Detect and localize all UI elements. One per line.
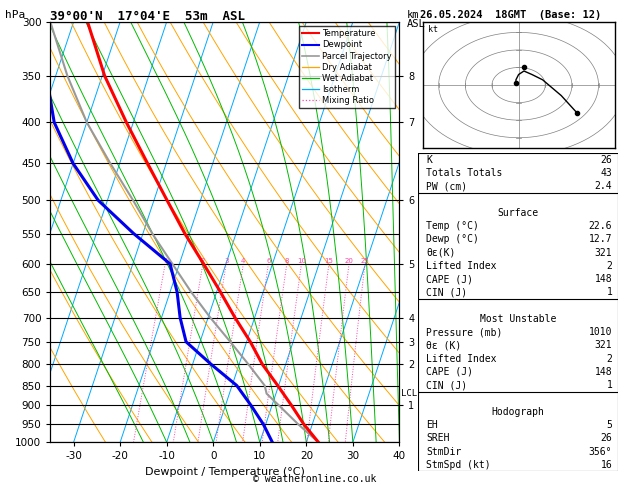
- Text: 25: 25: [360, 258, 369, 264]
- Text: Lifted Index: Lifted Index: [426, 354, 497, 364]
- Text: 1: 1: [163, 258, 167, 264]
- Text: © weatheronline.co.uk: © weatheronline.co.uk: [253, 473, 376, 484]
- Text: θε (K): θε (K): [426, 340, 462, 350]
- Text: km: km: [407, 10, 420, 20]
- Text: 22.6: 22.6: [589, 221, 612, 231]
- Text: CAPE (J): CAPE (J): [426, 367, 473, 377]
- Text: 26: 26: [601, 155, 612, 165]
- Text: 2.4: 2.4: [594, 181, 612, 191]
- Text: SREH: SREH: [426, 433, 450, 443]
- Text: 20: 20: [345, 258, 353, 264]
- X-axis label: Dewpoint / Temperature (°C): Dewpoint / Temperature (°C): [145, 467, 305, 477]
- Text: 2: 2: [201, 258, 205, 264]
- Text: Temp (°C): Temp (°C): [426, 221, 479, 231]
- Text: CAPE (J): CAPE (J): [426, 274, 473, 284]
- Text: θε(K): θε(K): [426, 247, 455, 258]
- Text: 1: 1: [606, 380, 612, 390]
- Text: 321: 321: [594, 247, 612, 258]
- Text: EH: EH: [426, 420, 438, 430]
- Text: 8: 8: [284, 258, 289, 264]
- Text: Dewp (°C): Dewp (°C): [426, 234, 479, 244]
- Text: Most Unstable: Most Unstable: [480, 314, 557, 324]
- Text: 2: 2: [606, 261, 612, 271]
- Text: PW (cm): PW (cm): [426, 181, 467, 191]
- Text: 6: 6: [266, 258, 270, 264]
- Text: 148: 148: [594, 274, 612, 284]
- Text: 15: 15: [325, 258, 333, 264]
- Text: 39°00'N  17°04'E  53m  ASL: 39°00'N 17°04'E 53m ASL: [50, 10, 245, 23]
- Text: 5: 5: [606, 420, 612, 430]
- Text: K: K: [426, 155, 432, 165]
- Text: Totals Totals: Totals Totals: [426, 168, 503, 178]
- Text: CIN (J): CIN (J): [426, 287, 467, 297]
- Legend: Temperature, Dewpoint, Parcel Trajectory, Dry Adiabat, Wet Adiabat, Isotherm, Mi: Temperature, Dewpoint, Parcel Trajectory…: [299, 26, 395, 108]
- Text: 26.05.2024  18GMT  (Base: 12): 26.05.2024 18GMT (Base: 12): [420, 10, 601, 20]
- Text: 12.7: 12.7: [589, 234, 612, 244]
- Text: StmDir: StmDir: [426, 447, 462, 456]
- Text: kt: kt: [428, 25, 438, 35]
- Text: StmSpd (kt): StmSpd (kt): [426, 460, 491, 470]
- Text: Lifted Index: Lifted Index: [426, 261, 497, 271]
- Text: 4: 4: [241, 258, 245, 264]
- Text: 10: 10: [297, 258, 306, 264]
- Text: 356°: 356°: [589, 447, 612, 456]
- Text: Hodograph: Hodograph: [492, 407, 545, 417]
- Text: 26: 26: [601, 433, 612, 443]
- Text: ASL: ASL: [407, 19, 426, 30]
- Text: Pressure (mb): Pressure (mb): [426, 327, 503, 337]
- Text: 3: 3: [224, 258, 228, 264]
- Text: CIN (J): CIN (J): [426, 380, 467, 390]
- Text: LCL: LCL: [401, 389, 417, 398]
- Text: 148: 148: [594, 367, 612, 377]
- Text: 2: 2: [606, 354, 612, 364]
- Text: 1: 1: [606, 287, 612, 297]
- Text: 1010: 1010: [589, 327, 612, 337]
- Text: 321: 321: [594, 340, 612, 350]
- Text: hPa: hPa: [5, 10, 25, 20]
- Text: 16: 16: [601, 460, 612, 470]
- Text: 43: 43: [601, 168, 612, 178]
- Text: Surface: Surface: [498, 208, 539, 218]
